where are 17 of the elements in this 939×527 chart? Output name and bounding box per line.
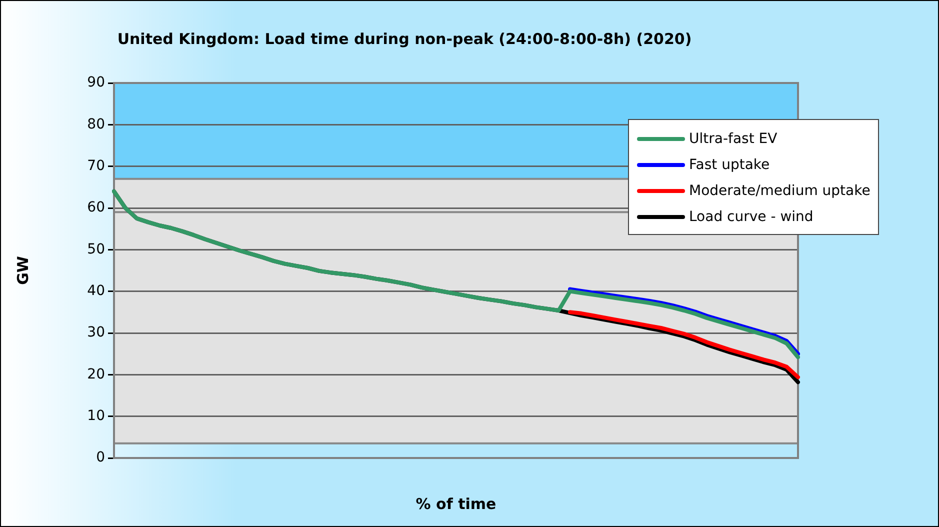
legend-label: Load curve - wind: [689, 209, 814, 225]
legend-label: Ultra-fast EV: [689, 131, 778, 147]
y-tick-label: 0: [96, 450, 105, 466]
y-tick-label: 50: [87, 241, 105, 258]
x-axis-title: % of time: [416, 494, 496, 513]
legend-label: Fast uptake: [689, 157, 770, 173]
y-tick-label: 70: [87, 158, 105, 174]
y-tick-label: 60: [87, 200, 105, 216]
y-axis-title: GW: [14, 256, 32, 285]
y-tick-label: 20: [87, 366, 105, 382]
y-tick-label: 40: [87, 282, 105, 299]
y-tick-label: 10: [87, 408, 105, 424]
chart-title: United Kingdom: Load time during non-peak (24:00-8:00-8h) (2020): [117, 30, 692, 48]
y-tick-label: 30: [87, 324, 105, 341]
legend-label: Moderate/medium uptake: [689, 183, 870, 199]
y-tick-label: 90: [87, 74, 105, 91]
y-tick-label: 80: [87, 116, 105, 132]
